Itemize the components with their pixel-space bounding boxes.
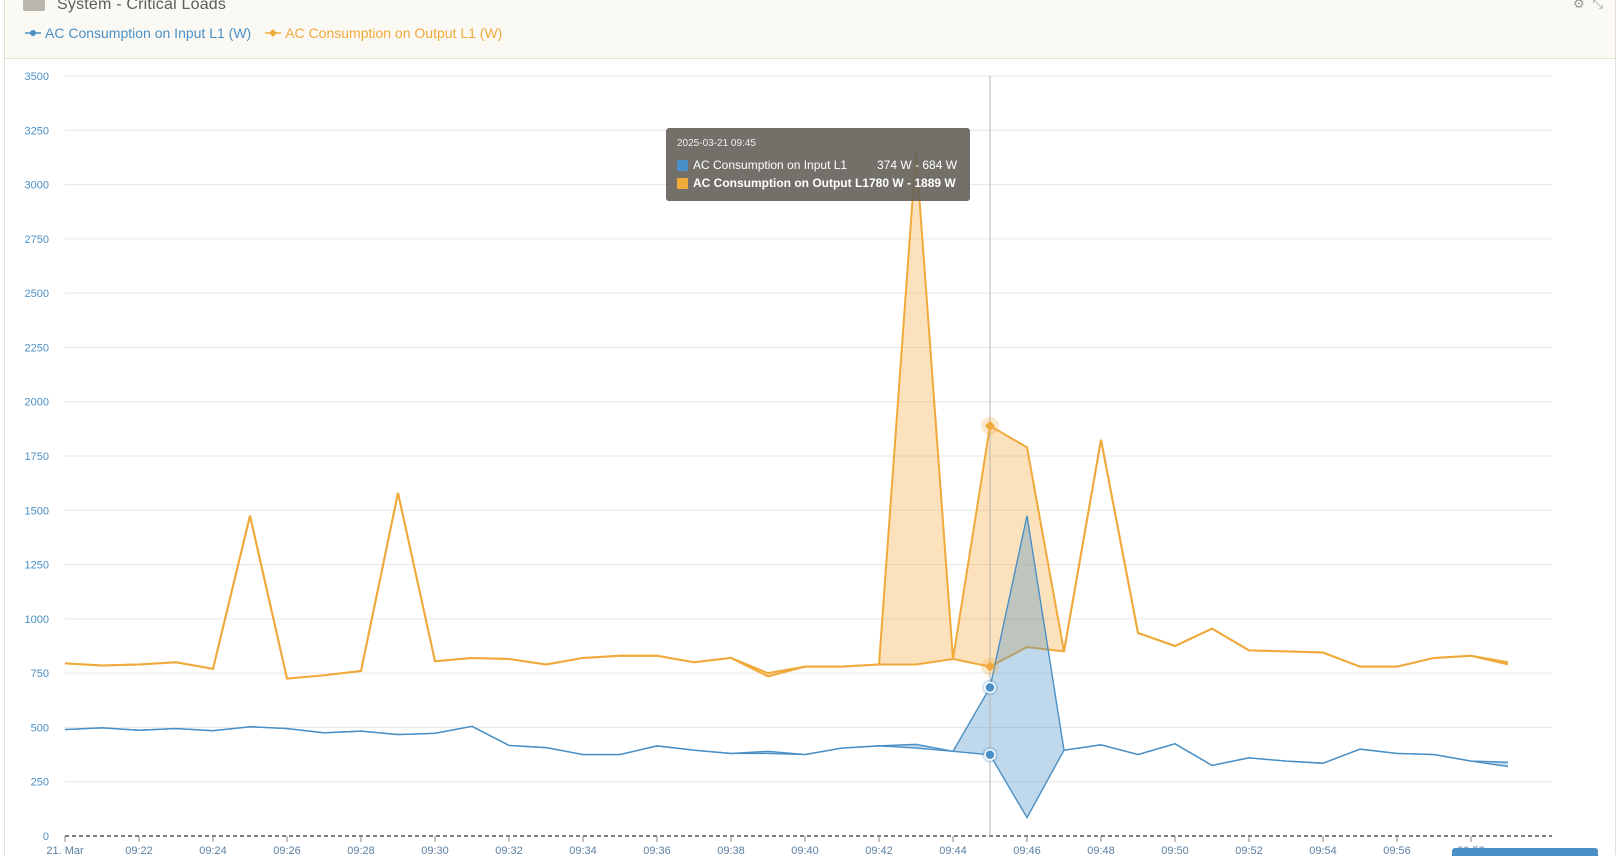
tooltip-value-input: 374 W - 684 W <box>877 158 958 172</box>
line-diamond-icon <box>265 29 282 37</box>
x-tick-label: 09:42 <box>865 845 893 855</box>
x-tick-label: 09:54 <box>1309 845 1337 855</box>
hover-marker-diamond <box>985 661 995 672</box>
y-tick-label: 1750 <box>25 451 49 463</box>
legend-item-output[interactable]: AC Consumption on Output L1 (W) <box>265 25 502 41</box>
x-tick-label: 09:40 <box>791 845 819 855</box>
x-tick-label: 09:32 <box>495 845 523 855</box>
series-line-max-output <box>64 151 1509 680</box>
hover-marker-circle <box>984 681 996 694</box>
x-tick-label: 09:30 <box>421 845 449 855</box>
navigator-scrollbar[interactable] <box>1452 848 1598 856</box>
y-tick-label: 250 <box>31 777 49 789</box>
hover-marker-circle <box>984 749 996 761</box>
x-tick-label: 09:28 <box>347 845 375 855</box>
legend-item-input[interactable]: AC Consumption on Input L1 (W) <box>25 25 251 41</box>
system-icon <box>23 0 45 11</box>
chart-tooltip: 2025-03-21 09:45 AC Consumption on Input… <box>666 128 970 201</box>
y-tick-label: 1500 <box>25 505 49 517</box>
x-tick-label: 09:38 <box>717 845 745 855</box>
tooltip-swatch-output <box>677 177 688 189</box>
series-line-min-output <box>64 439 1509 680</box>
x-tick-label: 09:26 <box>273 845 301 855</box>
y-tick-label: 2500 <box>25 288 49 300</box>
y-tick-label: 0 <box>43 831 49 843</box>
tooltip-row-input: AC Consumption on Input L1 374 W - 684 W <box>677 158 957 172</box>
x-tick-label: 09:36 <box>643 845 671 855</box>
x-tick-label: 09:50 <box>1161 845 1189 855</box>
series-line-min-input <box>64 725 1509 819</box>
y-tick-label: 3000 <box>25 180 49 192</box>
chart-legend: AC Consumption on Input L1 (W) AC Consum… <box>25 25 502 41</box>
tooltip-name-input: AC Consumption on Input L1 <box>693 158 848 172</box>
y-tick-label: 3250 <box>25 125 49 137</box>
line-circle-icon <box>25 30 41 36</box>
x-tick-label: 09:44 <box>939 845 967 855</box>
y-tick-label: 2000 <box>25 397 49 409</box>
tooltip-header: 2025-03-21 09:45 <box>677 138 756 149</box>
tooltip-swatch-input <box>677 159 688 171</box>
x-tick-label: 09:22 <box>125 845 153 855</box>
legend-label-output: AC Consumption on Output L1 (W) <box>285 25 503 41</box>
collapse-icon[interactable]: ⤡ <box>1592 0 1603 11</box>
x-tick-label: 09:46 <box>1013 845 1041 855</box>
title-row: System - Critical Loads <box>23 0 226 16</box>
header-tools: ⚙ ⤡ <box>1573 0 1603 12</box>
series-range-area-output <box>65 152 1508 679</box>
y-tick-label: 3500 <box>25 71 49 83</box>
x-tick-label: 21. Mar <box>46 845 84 855</box>
tooltip-name-output: AC Consumption on Output L1 <box>693 176 869 190</box>
series-range-area-input <box>65 515 1508 818</box>
hover-marker-diamond <box>985 420 995 431</box>
legend-label-input: AC Consumption on Input L1 (W) <box>45 25 252 41</box>
y-tick-label: 1250 <box>25 560 49 572</box>
tooltip-row-output: AC Consumption on Output L1 780 W - 1889… <box>677 176 956 190</box>
y-tick-label: 1000 <box>25 614 49 626</box>
y-tick-label: 2750 <box>25 234 49 246</box>
panel-title: System - Critical Loads <box>57 0 227 13</box>
panel-header: System - Critical Loads ⚙ ⤡ AC Consumpti… <box>5 0 1615 59</box>
chart-plot[interactable]: 0 250 500 750 1000 1250 1500 1750 2000 2250 2500 27… <box>0 60 1610 855</box>
y-tick-label: 750 <box>31 668 49 680</box>
y-tick-label: 500 <box>31 722 49 734</box>
x-tick-label: 09:34 <box>569 845 597 855</box>
x-tick-label: 09:24 <box>199 845 227 855</box>
tooltip-value-output: 780 W - 1889 W <box>869 176 956 190</box>
x-tick-label: 09:48 <box>1087 845 1115 855</box>
x-tick-label: 09:52 <box>1235 845 1263 855</box>
gear-icon[interactable]: ⚙ <box>1572 0 1585 11</box>
y-tick-label: 2250 <box>25 342 49 354</box>
x-tick-label: 09:56 <box>1383 845 1411 855</box>
